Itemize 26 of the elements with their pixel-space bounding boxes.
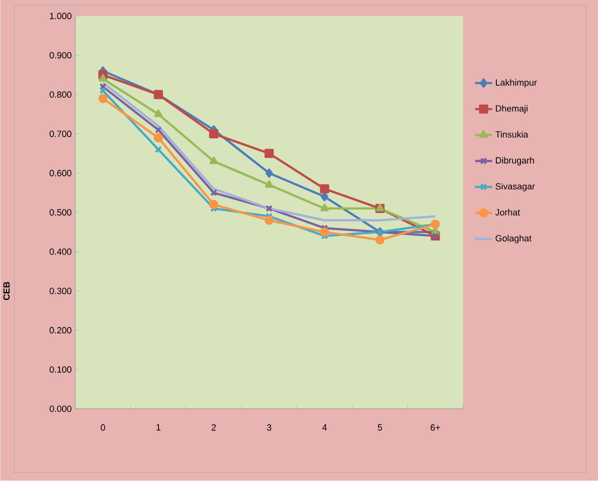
x-tick-label: 6+ — [430, 424, 440, 431]
legend-label: Lakhimpur — [496, 79, 537, 88]
y-tick-label: 0.200 — [50, 327, 72, 334]
y-tick-label: 0.100 — [50, 366, 72, 373]
y-tick-label: 0.000 — [50, 406, 72, 412]
y-tick-label: 0.400 — [50, 248, 72, 255]
x-tick-label: 0 — [100, 424, 106, 431]
x-tick-label: 5 — [378, 424, 382, 431]
legend-label: Jorhat — [495, 209, 520, 216]
x-tick-label: 1 — [156, 424, 160, 431]
y-tick-label: 0.700 — [50, 130, 72, 138]
y-tick-label: 0.600 — [50, 170, 72, 176]
y-tick-label: 0.800 — [50, 91, 72, 98]
legend-label: Dhemaji — [496, 105, 528, 114]
x-tick-label: 4 — [322, 424, 327, 431]
y-tick-label: 0.500 — [50, 209, 72, 216]
y-axis-title: CEB — [3, 282, 10, 300]
legend-label: Tinsukia — [495, 131, 528, 138]
legend-label: Sivasagar — [496, 183, 535, 192]
x-tick-label: 2 — [212, 424, 216, 431]
legend-label: Golaghat — [496, 234, 532, 244]
y-tick-label: 0.900 — [50, 52, 72, 59]
legend-label: Dibrugarh — [496, 157, 534, 166]
y-tick-label: 1.000 — [50, 12, 72, 20]
y-tick-label: 0.300 — [50, 288, 72, 294]
x-tick-label: 3 — [267, 424, 272, 431]
